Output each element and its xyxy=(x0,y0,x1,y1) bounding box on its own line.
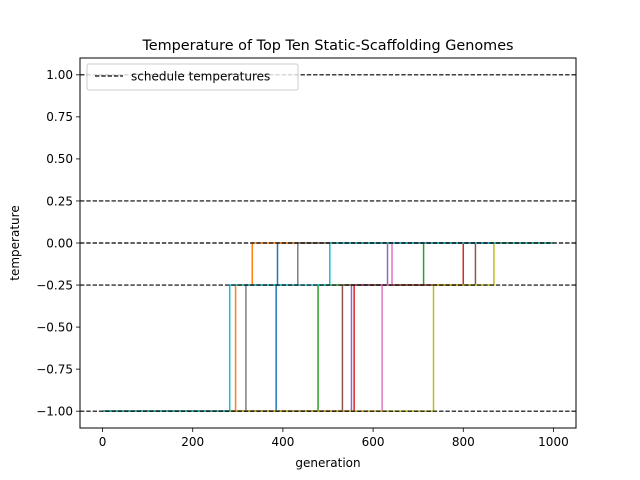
y-tick-label: −0.75 xyxy=(36,362,73,376)
y-tick-label: −0.25 xyxy=(36,278,73,292)
x-tick-label: 400 xyxy=(271,435,294,449)
legend-label-schedule: schedule temperatures xyxy=(131,70,270,84)
y-tick-label: 0.00 xyxy=(46,236,73,250)
legend: schedule temperatures xyxy=(86,63,299,91)
y-tick-label: 1.00 xyxy=(46,68,73,82)
y-tick-label: 0.50 xyxy=(46,152,73,166)
y-tick-label: 0.75 xyxy=(46,110,73,124)
x-tick-label: 800 xyxy=(452,435,475,449)
x-tick-label: 200 xyxy=(181,435,204,449)
legend-box xyxy=(86,63,299,91)
x-tick-label: 600 xyxy=(362,435,385,449)
chart-title: Temperature of Top Ten Static-Scaffoldin… xyxy=(141,38,513,54)
x-axis-label: generation xyxy=(295,456,360,470)
x-tick-label: 1000 xyxy=(538,435,569,449)
y-axis-ticks: 1.00 0.75 0.50 0.25 0.00 −0.25 −0.50 −0.75 −1.00 xyxy=(36,68,80,418)
y-tick-label: −1.00 xyxy=(36,404,73,418)
y-axis-label: temperature xyxy=(8,205,22,280)
y-tick-label: 0.25 xyxy=(46,194,73,208)
x-axis-ticks: 0 200 400 600 800 1000 xyxy=(99,428,569,449)
x-tick-label: 0 xyxy=(99,435,107,449)
y-tick-label: −0.50 xyxy=(36,320,73,334)
